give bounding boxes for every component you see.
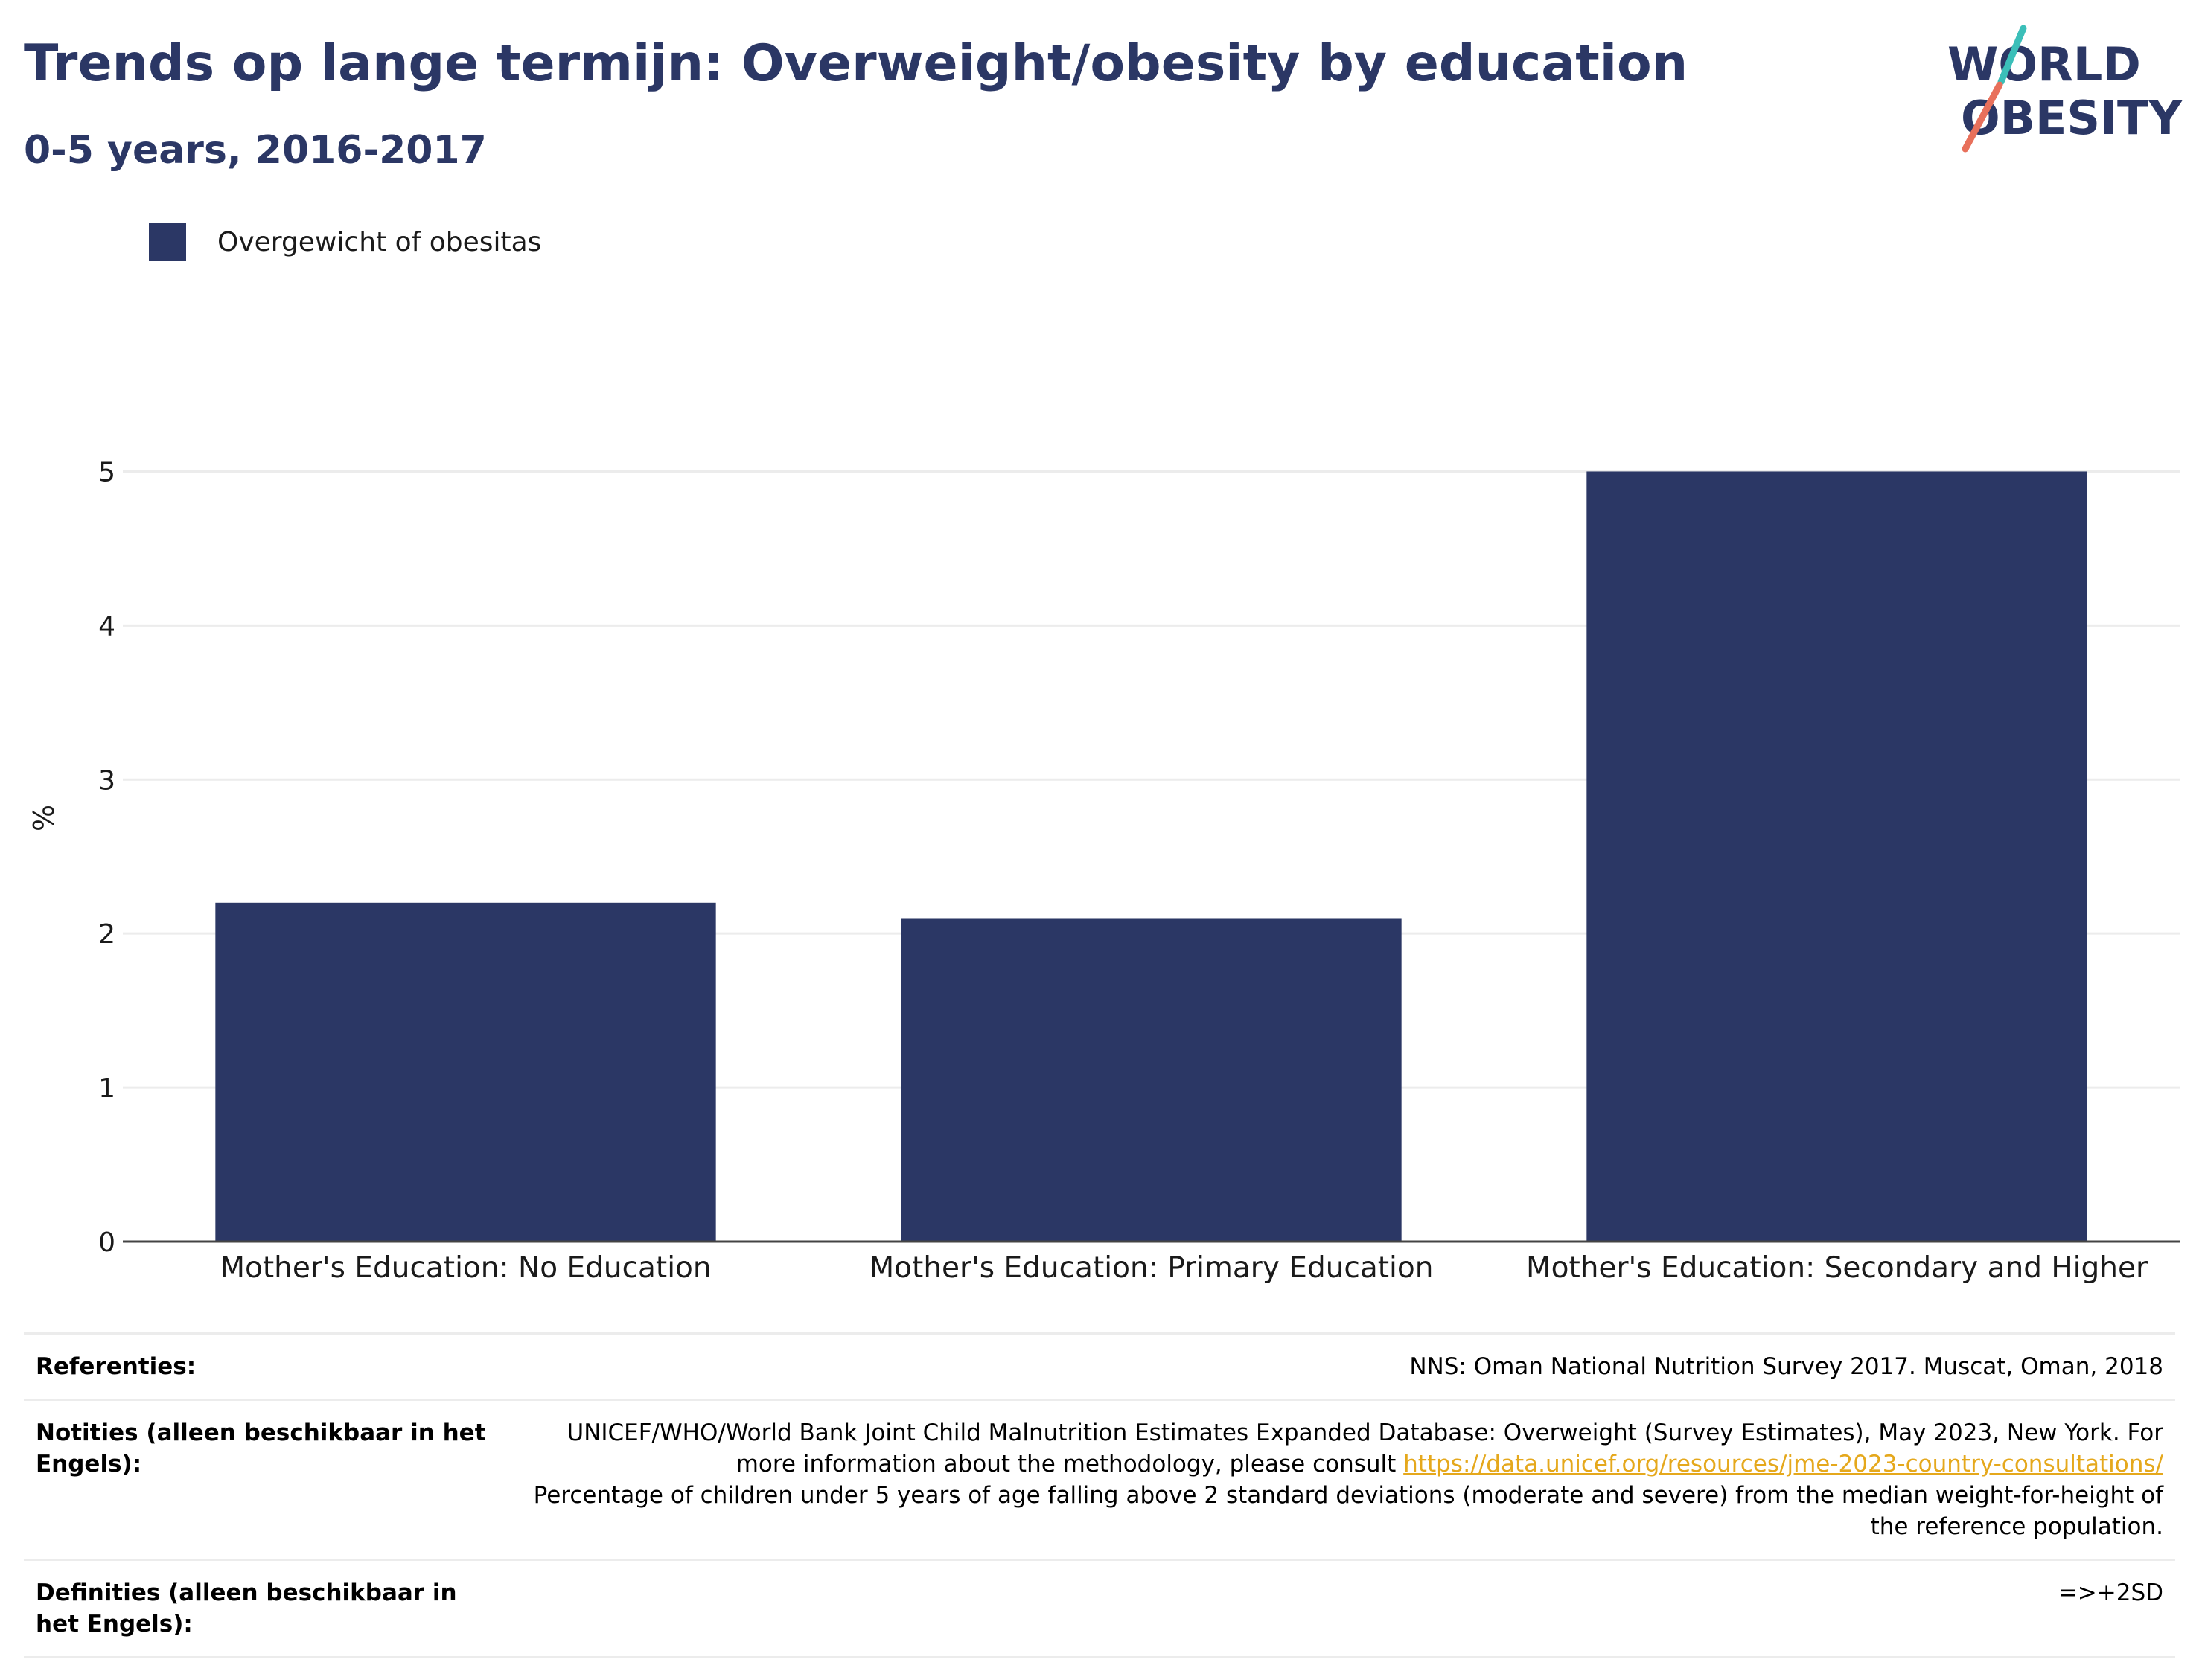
logo-line-1: WORLD bbox=[1947, 37, 2141, 92]
notes-table: Referenties: NNS: Oman National Nutritio… bbox=[24, 1332, 2175, 1658]
notes-label: Notities (alleen beschikbaar in het Enge… bbox=[24, 1399, 509, 1560]
bars bbox=[215, 471, 2087, 1242]
definitions-value: =>+2SD bbox=[509, 1559, 2175, 1658]
definitions-row: Definities (alleen beschikbaar in het En… bbox=[24, 1559, 2175, 1658]
x-tick-label: Mother's Education: Secondary and Higher bbox=[1526, 1251, 2148, 1285]
logo-slash-teal bbox=[1997, 25, 2027, 86]
x-tick-label: Mother's Education: Primary Education bbox=[869, 1251, 1434, 1285]
references-label: Referenties: bbox=[24, 1332, 509, 1400]
legend-swatch bbox=[149, 223, 186, 261]
y-tick-label: 5 bbox=[98, 457, 115, 488]
bar bbox=[1586, 471, 2087, 1242]
bar bbox=[215, 902, 716, 1242]
notes-value: UNICEF/WHO/World Bank Joint Child Malnut… bbox=[509, 1399, 2175, 1560]
x-axis-tick-labels: Mother's Education: No Education Mother's… bbox=[220, 1251, 2148, 1285]
legend: Overgewicht of obesitas bbox=[149, 223, 541, 261]
legend-label: Overgewicht of obesitas bbox=[217, 226, 542, 258]
y-tick-label: 2 bbox=[98, 919, 115, 950]
notes-row: Notities (alleen beschikbaar in het Enge… bbox=[24, 1399, 2175, 1560]
notes-text-2: Percentage of children under 5 years of … bbox=[533, 1482, 2163, 1540]
y-axis-tick-labels: 0 1 2 3 4 5 bbox=[98, 457, 115, 1258]
chart-title: Trends op lange termijn: Overweight/obes… bbox=[24, 34, 1688, 93]
logo-line-2: OBESITY bbox=[1961, 91, 2183, 145]
definitions-label: Definities (alleen beschikbaar in het En… bbox=[24, 1559, 509, 1658]
logo-slash-red bbox=[1962, 81, 2003, 153]
world-obesity-logo: WORLD OBESITY bbox=[1947, 25, 2183, 153]
y-tick-label: 1 bbox=[98, 1073, 115, 1104]
methodology-link[interactable]: https://data.unicef.org/resources/jme-20… bbox=[1403, 1451, 2163, 1478]
y-tick-label: 4 bbox=[98, 611, 115, 642]
notes-text-1: UNICEF/WHO/World Bank Joint Child Malnut… bbox=[567, 1419, 2164, 1478]
y-tick-label: 0 bbox=[98, 1227, 115, 1258]
chart-subtitle: 0-5 years, 2016-2017 bbox=[24, 128, 487, 173]
x-tick-label: Mother's Education: No Education bbox=[220, 1251, 711, 1285]
references-row: Referenties: NNS: Oman National Nutritio… bbox=[24, 1332, 2175, 1400]
y-axis-label: % bbox=[28, 805, 60, 831]
references-value: NNS: Oman National Nutrition Survey 2017… bbox=[509, 1332, 2175, 1400]
bar bbox=[901, 918, 1402, 1242]
y-tick-label: 3 bbox=[98, 765, 115, 796]
